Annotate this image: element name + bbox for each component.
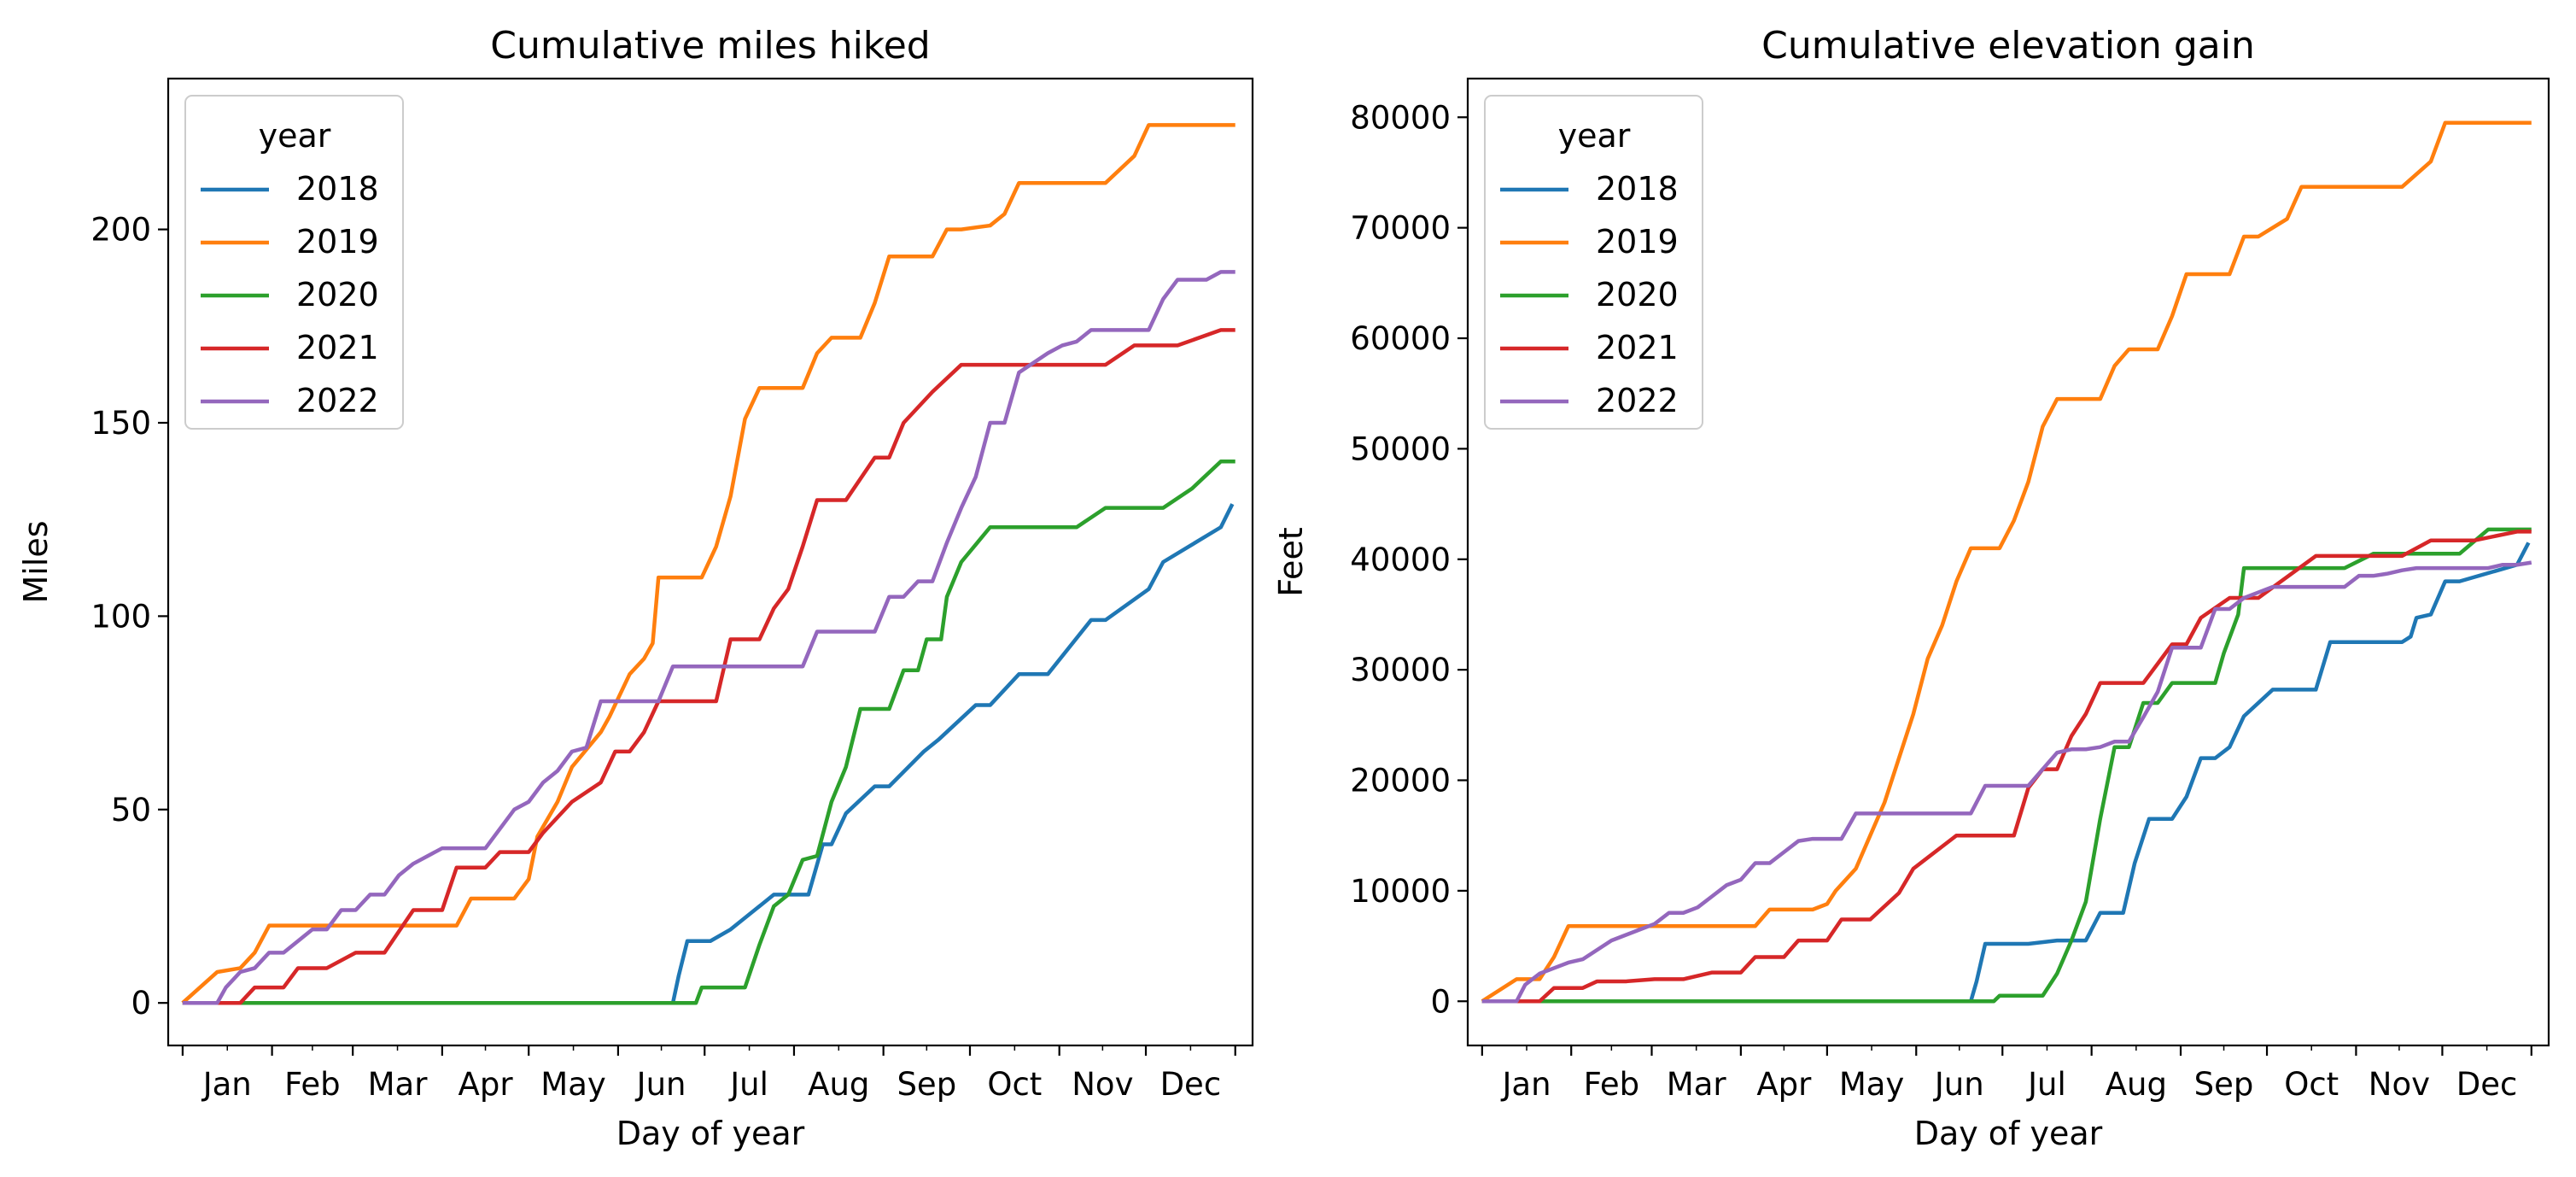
legend-box: [1484, 95, 1703, 430]
x-tick-label: Jan: [1501, 1066, 1551, 1103]
x-tick-label: May: [540, 1066, 606, 1103]
chart-title: Cumulative elevation gain: [1761, 24, 2255, 67]
series-line-2021: [1481, 530, 2532, 1004]
series-line-2020: [1481, 527, 2532, 1004]
legend: year 2018 2019 2020 2021 2022: [1484, 95, 1703, 430]
x-tick-label: Aug: [2106, 1066, 2167, 1103]
y-tick-label: 0: [1430, 983, 1451, 1020]
x-axis-label: Day of year: [1914, 1115, 2103, 1152]
series-line-2022: [1481, 560, 2532, 1004]
series-line-2019: [181, 123, 1235, 1004]
x-tick-label: May: [1839, 1066, 1905, 1103]
y-tick-label: 60000: [1350, 320, 1451, 357]
legend-label-2020: 2020: [1596, 276, 1679, 313]
legend-title: year: [1558, 117, 1631, 155]
x-tick-label: Dec: [2456, 1066, 2518, 1103]
y-tick-label: 30000: [1350, 652, 1451, 688]
x-tick-label: Sep: [2194, 1066, 2254, 1103]
y-tick-label: 150: [91, 405, 151, 442]
legend-label-2019: 2019: [1596, 223, 1679, 261]
x-tick-label: Feb: [1584, 1066, 1640, 1103]
x-tick-label: Oct: [987, 1066, 1042, 1103]
series-line-2018: [182, 503, 1235, 1005]
legend-label-2018: 2018: [1596, 170, 1679, 208]
x-tick-label: Mar: [368, 1066, 429, 1103]
plot-frame: [1466, 77, 2550, 1047]
y-tick-label: 80000: [1350, 99, 1451, 136]
chart-title: Cumulative miles hiked: [490, 24, 930, 67]
x-tick-label: Mar: [1667, 1066, 1727, 1103]
x-axis-label: Day of year: [616, 1115, 805, 1152]
legend-label-2021: 2021: [1596, 329, 1679, 366]
x-tick-label: Jul: [2026, 1066, 2066, 1103]
series-line-2021: [182, 328, 1235, 1005]
series-lines: [181, 123, 1235, 1005]
y-tick-label: 20000: [1350, 763, 1451, 799]
x-tick-label: Nov: [1072, 1066, 1133, 1103]
legend-label-2021: 2021: [296, 329, 379, 366]
chart-miles: 0 50 100 150 200 Jan Feb Mar Apr May Jun Jul Aug Sep O…: [17, 24, 1254, 1152]
x-tick-label: Sep: [897, 1066, 956, 1103]
x-tick-label: Jun: [1933, 1066, 1984, 1103]
plot-frame: [166, 77, 1254, 1047]
legend-label-2019: 2019: [296, 223, 379, 261]
y-tick-label: 40000: [1350, 542, 1451, 578]
x-tick-label: Aug: [808, 1066, 869, 1103]
y-tick-label: 10000: [1350, 873, 1451, 910]
y-tick-label: 70000: [1350, 210, 1451, 247]
x-tick-label: Apr: [1756, 1066, 1812, 1103]
x-tick-label: Jan: [202, 1066, 252, 1103]
series-line-2022: [182, 270, 1235, 1005]
x-tick-label: Apr: [459, 1066, 514, 1103]
x-tick-label: Jun: [635, 1066, 686, 1103]
y-axis-label: Feet: [1272, 527, 1310, 596]
y-tick-label: 200: [91, 212, 151, 249]
legend-label-2018: 2018: [296, 170, 379, 208]
legend-box: [184, 95, 404, 430]
x-tick-label: Nov: [2369, 1066, 2430, 1103]
series-lines: [1481, 120, 2532, 1004]
y-tick-label: 50: [111, 792, 151, 829]
x-tick-label: Oct: [2284, 1066, 2339, 1103]
y-tick-label: 50000: [1350, 430, 1451, 467]
series-line-2019: [1481, 120, 2532, 1004]
legend: year 2018 2019 2020 2021 2022: [184, 95, 404, 430]
y-tick-label: 100: [91, 598, 151, 635]
x-tick-label: Jul: [728, 1066, 768, 1103]
y-axis-label: Miles: [17, 520, 55, 603]
series-line-2020: [182, 460, 1235, 1005]
x-tick-label: Feb: [284, 1066, 341, 1103]
legend-label-2022: 2022: [1596, 382, 1679, 419]
legend-label-2020: 2020: [296, 276, 379, 313]
legend-title: year: [259, 117, 331, 155]
legend-label-2022: 2022: [296, 382, 379, 419]
series-line-2018: [1481, 542, 2531, 1004]
chart-elevation: 0 10000 20000 30000 40000 50000 60000 70000 8000…: [1272, 24, 2550, 1152]
x-tick-label: Dec: [1160, 1066, 1222, 1103]
y-tick-label: 0: [131, 985, 151, 1022]
